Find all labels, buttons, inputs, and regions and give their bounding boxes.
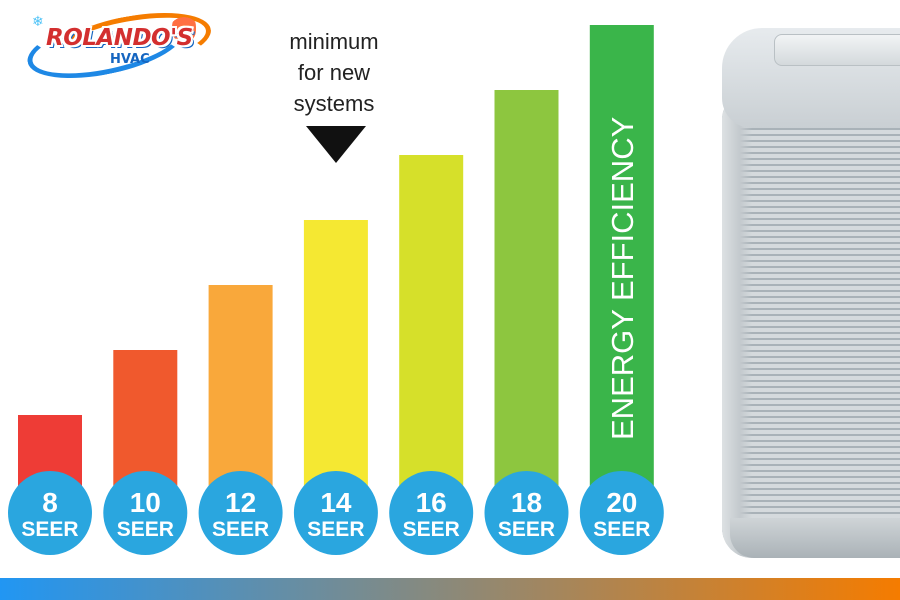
ac-condenser-unit-image <box>722 28 900 558</box>
tick-unit-14: SEER <box>307 518 364 541</box>
bottom-gradient-bar <box>0 578 900 600</box>
rolandos-hvac-logo: ❄ ROLANDO'S HVAC <box>21 1 216 91</box>
bar-14-seer <box>303 220 368 490</box>
bar-20-seer <box>589 25 654 490</box>
bar-18-seer <box>494 90 559 490</box>
seer-badge-circle-14 <box>293 471 378 555</box>
tick-label-8: 8 <box>42 487 58 518</box>
tick-unit-10: SEER <box>117 518 174 541</box>
bar-12-seer <box>208 285 273 490</box>
seer-badge-circle-12 <box>198 471 283 555</box>
ac-lid-top <box>774 34 900 66</box>
tick-label-10: 10 <box>130 487 161 518</box>
tick-label-12: 12 <box>225 487 256 518</box>
bar-16-seer <box>399 155 464 490</box>
annotation-line-3: systems <box>293 91 375 116</box>
annotation-line-1: minimum <box>289 29 379 54</box>
seer-badge-circle-8 <box>8 471 92 555</box>
ac-corner <box>722 98 752 558</box>
seer-badge-circle-10 <box>103 471 188 555</box>
tick-unit-16: SEER <box>403 518 460 541</box>
ac-base <box>730 518 900 558</box>
bar-label-energy-efficiency: ENERGY EFFICIENCY <box>605 117 640 440</box>
minimum-annotation: minimum for new systems <box>264 26 404 119</box>
tick-unit-20: SEER <box>593 518 650 541</box>
seer-bar-chart: ENERGY EFFICIENCY8SEER10SEER12SEER14SEER… <box>8 25 664 555</box>
tick-unit-12: SEER <box>212 518 269 541</box>
seer-badge-circle-18 <box>484 471 569 555</box>
flame-icon <box>172 12 196 42</box>
annotation-line-2: for new <box>297 60 371 85</box>
tick-unit-18: SEER <box>498 518 555 541</box>
tick-label-18: 18 <box>511 487 542 518</box>
bar-10-seer <box>113 350 178 490</box>
tick-label-16: 16 <box>416 487 447 518</box>
snowflake-icon: ❄ <box>32 14 44 30</box>
tick-unit-8: SEER <box>21 518 78 541</box>
seer-badge-circle-20 <box>579 471 664 555</box>
down-arrow-icon <box>306 126 366 163</box>
logo-name: ROLANDO'S <box>46 25 193 51</box>
tick-label-20: 20 <box>606 487 637 518</box>
seer-badge-circle-16 <box>389 471 474 555</box>
logo-sub: HVAC <box>110 52 150 67</box>
tick-label-14: 14 <box>320 487 352 518</box>
